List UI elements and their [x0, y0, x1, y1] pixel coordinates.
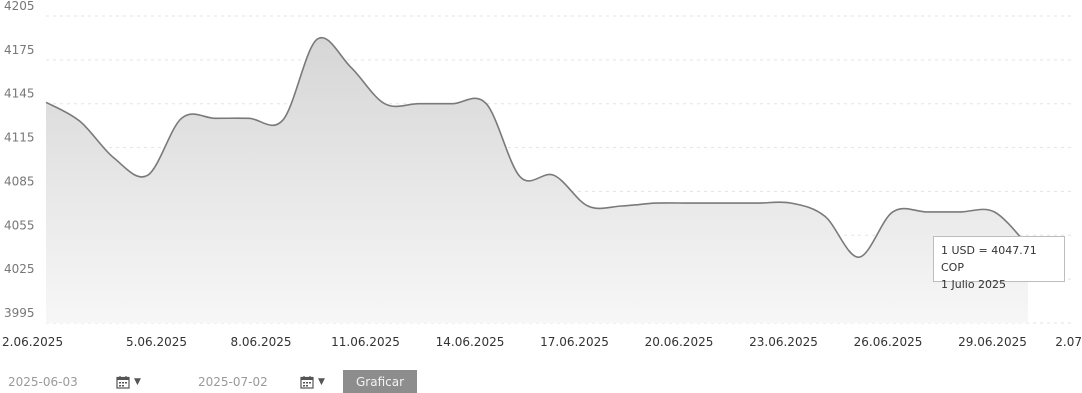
x-tick-label: 23.06.2025 — [749, 335, 818, 349]
calendar-icon — [116, 376, 130, 389]
graficar-button[interactable]: Graficar — [343, 370, 417, 393]
tooltip-date: 1 Julio 2025 — [941, 278, 1007, 291]
x-tick-label: 2.06.2025 — [2, 335, 63, 349]
x-tick-label: 5.06.2025 — [126, 335, 187, 349]
y-tick-label: 3995 — [4, 306, 35, 320]
y-tick-label: 4085 — [4, 174, 35, 188]
y-tick-label: 4055 — [4, 218, 35, 232]
y-tick-label: 4025 — [4, 262, 35, 276]
x-tick-label: 29.06.2025 — [958, 335, 1027, 349]
chevron-down-icon: ▼ — [318, 377, 325, 387]
price-chart: 4205 4175 4145 4115 4085 4055 4025 3995 2.06.20… — [2, 0, 1082, 349]
y-tick-label: 4115 — [4, 131, 35, 145]
y-tick-label: 4145 — [4, 87, 35, 101]
y-axis-ticks: 4205 4175 4145 4115 4085 4055 4025 3995 — [4, 0, 35, 320]
series-line — [45, 36, 1029, 259]
start-date-picker-button[interactable]: ▼ — [116, 372, 141, 392]
x-tick-label: 8.06.2025 — [230, 335, 291, 349]
tooltip-rate: 1 USD = 4047.71 COP — [941, 244, 1037, 274]
area-series — [45, 36, 1029, 324]
x-tick-label: 17.06.2025 — [540, 335, 609, 349]
tooltip: 1 USD = 4047.71 COP 1 Julio 2025 — [933, 236, 1065, 291]
x-tick-label: 26.06.2025 — [854, 335, 923, 349]
x-tick-label: 2.07 — [1055, 335, 1082, 349]
chevron-down-icon: ▼ — [134, 377, 141, 387]
start-date-input[interactable] — [0, 372, 108, 392]
y-tick-label: 4175 — [4, 43, 35, 57]
end-date-input[interactable] — [190, 372, 298, 392]
date-controls: ▼ ▼ Graficar — [0, 369, 1082, 393]
x-tick-label: 11.06.2025 — [331, 335, 400, 349]
x-tick-label: 14.06.2025 — [436, 335, 505, 349]
y-tick-label: 4205 — [4, 0, 35, 13]
calendar-icon — [300, 376, 314, 389]
end-date-picker-button[interactable]: ▼ — [300, 372, 325, 392]
x-axis-ticks: 2.06.2025 5.06.2025 8.06.2025 11.06.2025 14.… — [2, 335, 1082, 349]
area-fill — [46, 37, 1029, 324]
x-tick-label: 20.06.2025 — [645, 335, 714, 349]
